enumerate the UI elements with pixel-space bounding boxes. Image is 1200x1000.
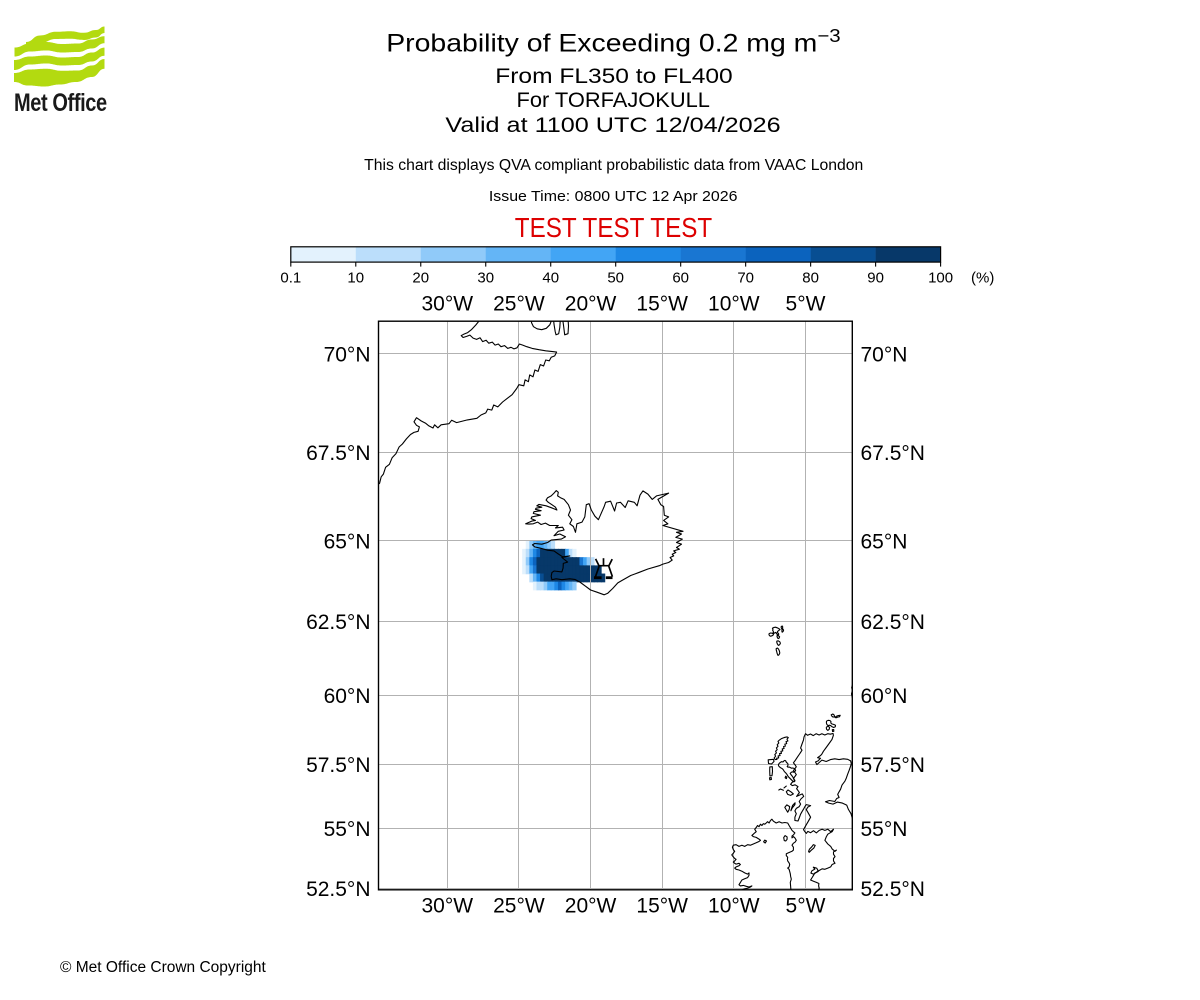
svg-text:10: 10	[347, 269, 364, 286]
svg-text:60°N: 60°N	[324, 685, 371, 708]
svg-text:80: 80	[802, 269, 819, 286]
svg-text:15°W: 15°W	[636, 895, 688, 918]
svg-text:30°W: 30°W	[422, 293, 474, 316]
svg-text:5°W: 5°W	[786, 293, 826, 316]
svg-text:(%): (%)	[971, 269, 994, 286]
svg-text:62.5°N: 62.5°N	[306, 611, 370, 634]
svg-text:55°N: 55°N	[861, 818, 908, 841]
svg-text:70°N: 70°N	[861, 344, 908, 367]
svg-text:60°N: 60°N	[861, 685, 908, 708]
svg-text:15°W: 15°W	[636, 293, 688, 316]
svg-text:25°W: 25°W	[493, 293, 545, 316]
svg-text:20: 20	[412, 269, 429, 286]
svg-text:0.1: 0.1	[280, 269, 301, 286]
svg-text:67.5°N: 67.5°N	[861, 442, 925, 465]
svg-text:5°W: 5°W	[786, 895, 826, 918]
svg-text:30: 30	[477, 269, 494, 286]
svg-text:70: 70	[737, 269, 754, 286]
svg-text:52.5°N: 52.5°N	[306, 878, 370, 901]
svg-text:10°W: 10°W	[708, 895, 760, 918]
svg-text:70°N: 70°N	[324, 344, 371, 367]
svg-text:30°W: 30°W	[422, 895, 474, 918]
svg-text:67.5°N: 67.5°N	[306, 442, 370, 465]
svg-text:10°W: 10°W	[708, 293, 760, 316]
svg-text:52.5°N: 52.5°N	[861, 878, 925, 901]
svg-text:65°N: 65°N	[861, 531, 908, 554]
svg-text:55°N: 55°N	[324, 818, 371, 841]
svg-text:40: 40	[542, 269, 559, 286]
svg-text:57.5°N: 57.5°N	[861, 754, 925, 777]
svg-text:20°W: 20°W	[565, 895, 617, 918]
svg-text:60: 60	[672, 269, 689, 286]
svg-text:65°N: 65°N	[324, 531, 371, 554]
svg-text:57.5°N: 57.5°N	[306, 754, 370, 777]
svg-text:50: 50	[607, 269, 624, 286]
svg-text:100: 100	[928, 269, 953, 286]
svg-text:90: 90	[867, 269, 884, 286]
svg-text:20°W: 20°W	[565, 293, 617, 316]
svg-text:62.5°N: 62.5°N	[861, 611, 925, 634]
svg-text:25°W: 25°W	[493, 895, 545, 918]
